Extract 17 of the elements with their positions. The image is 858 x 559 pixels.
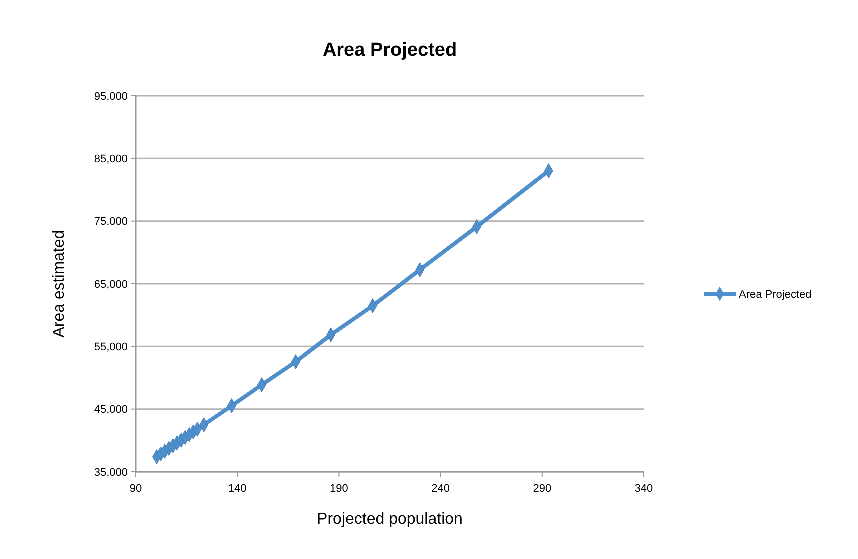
y-tick-label: 95,000: [94, 90, 128, 103]
y-tick-label: 85,000: [94, 154, 128, 166]
x-tick-label: 340: [634, 483, 654, 495]
y-tick-label: 35,000: [94, 466, 128, 479]
x-tick-label: 190: [330, 483, 348, 495]
x-tick-label: 290: [533, 483, 552, 495]
y-tick-label: 65,000: [94, 278, 128, 291]
y-tick-label: 55,000: [94, 342, 128, 354]
chart-title: Area Projected: [322, 40, 458, 61]
x-tick-label: 240: [432, 483, 450, 495]
x-tick-label: 90: [130, 483, 142, 495]
y-tick-label: 45,000: [94, 404, 128, 416]
x-axis-title: Projected population: [317, 511, 463, 528]
y-tick-label: 75,000: [94, 216, 128, 228]
y-axis-title: Area estimated: [51, 230, 68, 338]
x-tick-label: 140: [228, 483, 247, 495]
legend-label: Area Projected: [739, 288, 812, 301]
